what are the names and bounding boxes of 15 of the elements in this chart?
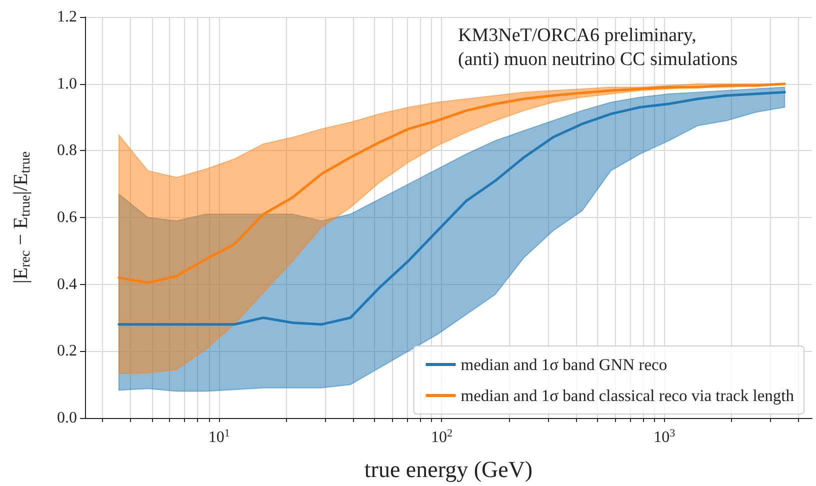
x-axis-title: true energy (GeV) [364, 457, 533, 482]
line-series [118, 90, 786, 326]
y-tick-label: 0.4 [57, 276, 77, 293]
line-series [118, 82, 786, 284]
legend-label: median and 1σ band GNN reco [460, 355, 668, 374]
legend-label: median and 1σ band classical reco via track length [460, 386, 795, 405]
y-tick-label: 0.8 [57, 142, 77, 160]
y-tick-label: 1.2 [57, 8, 77, 26]
y-axis-title: |Erec − Etrue|/Etrue [10, 151, 34, 284]
y-tick-label: 0.6 [57, 209, 77, 226]
annotation: KM3NeT/ORCA6 preliminary, [458, 25, 696, 46]
y-tick-label: 1.0 [57, 75, 77, 92]
annotation: (anti) muon neutrino CC simulations [458, 49, 738, 70]
y-tick-label: 0.0 [57, 410, 77, 426]
y-tick-label: 0.2 [57, 342, 77, 360]
